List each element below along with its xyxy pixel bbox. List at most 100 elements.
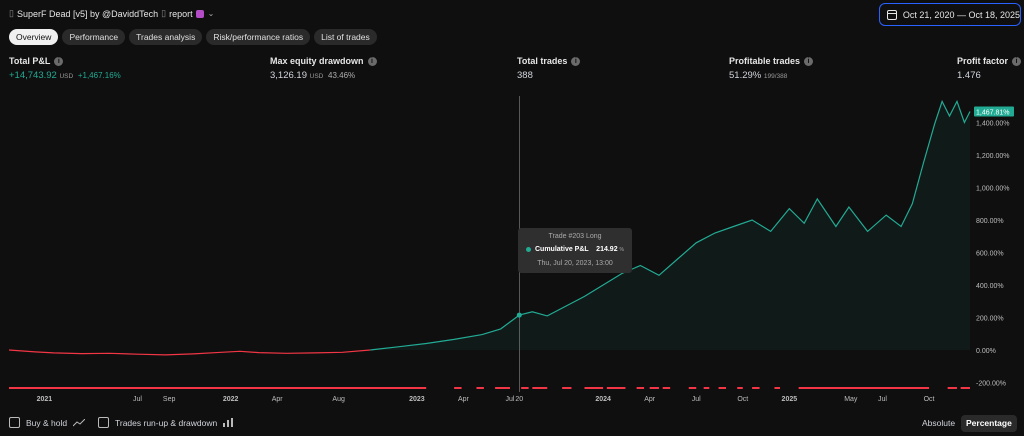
tab-list-of-trades[interactable]: List of trades — [314, 29, 377, 45]
y-tick-label: 600.00% — [976, 251, 1004, 258]
y-tick-label: 800.00% — [976, 218, 1004, 225]
y-tick-label: 1,000.00% — [976, 186, 1009, 193]
buy-hold-toggle[interactable]: Buy & hold — [9, 417, 86, 428]
metric-total-trades: Total trades i 388 — [517, 56, 581, 81]
drawdown-segment — [649, 387, 659, 389]
metric-label: Total trades — [517, 56, 568, 66]
y-tick-label: -200.00% — [976, 381, 1006, 388]
tab-performance[interactable]: Performance — [62, 29, 126, 45]
metric-label: Profit factor — [957, 56, 1009, 66]
drawdown-segment — [774, 387, 781, 389]
metric-max-drawdown: Max equity drawdown i 3,126.19 USD 43.46% — [270, 56, 377, 81]
tooltip-date: Thu, Jul 20, 2023, 13:00 — [537, 260, 613, 267]
metric-unit: USD — [309, 73, 324, 80]
drawdown-segment — [454, 387, 462, 389]
info-icon[interactable]: i — [54, 56, 64, 66]
x-tick-label: Sep — [163, 396, 176, 403]
runup-drawdown-label: Trades run-up & drawdown — [115, 417, 218, 428]
date-range-button[interactable]: Oct 21, 2020 — Oct 18, 2025 — [879, 3, 1021, 26]
y-tick-label: 200.00% — [976, 316, 1004, 323]
date-range-label: Oct 21, 2020 — Oct 18, 2025 — [902, 9, 1020, 20]
info-icon[interactable]: i — [804, 56, 814, 66]
metric-value: +14,743.92 — [9, 70, 57, 81]
drawdown-segment — [688, 387, 697, 389]
drawdown-segment — [9, 387, 427, 389]
x-tick-label: 20 — [515, 396, 523, 403]
buy-hold-checkbox[interactable] — [9, 417, 20, 428]
chart-footer: Buy & hold Trades run-up & drawdown Abso… — [0, 412, 1024, 436]
drawdown-segment — [606, 387, 626, 389]
percentage-toggle[interactable]: Percentage — [961, 415, 1017, 432]
equity-line-negative — [8, 349, 371, 356]
metric-percent: +1,467.16% — [77, 71, 121, 80]
x-tick-label: 2025 — [782, 396, 798, 403]
info-icon[interactable]: i — [1012, 56, 1022, 66]
report-label: report — [169, 8, 193, 19]
y-tick-label: 1,200.00% — [976, 153, 1009, 160]
runup-drawdown-checkbox[interactable] — [98, 417, 109, 428]
drawdown-segment — [960, 387, 970, 389]
x-tick-label: 2023 — [409, 396, 425, 403]
tooltip-series: Cumulative P&L — [535, 246, 589, 253]
tooltip-value: 214.92 — [596, 246, 618, 253]
x-tick-label: Apr — [644, 396, 656, 403]
metric-total-pnl: Total P&L i +14,743.92 USD +1,467.16% — [9, 56, 121, 81]
chart-tooltip: Trade #203 Long Cumulative P&L 214.92 % … — [518, 228, 632, 273]
report-header: ▯ SuperF Dead [v5] by @DaviddTech ▯ repo… — [0, 0, 1024, 28]
x-tick-label: Apr — [272, 396, 284, 403]
x-tick-label: 2021 — [37, 396, 53, 403]
drawdown-segment — [584, 387, 604, 389]
strategy-icon: ▯ — [161, 8, 167, 18]
drawdown-segment — [562, 387, 572, 389]
drawdown-segment — [532, 387, 548, 389]
line-chart-icon — [73, 418, 86, 426]
last-value-badge — [974, 106, 1014, 117]
metric-value: 51.29% — [729, 70, 762, 81]
absolute-toggle[interactable]: Absolute — [922, 418, 956, 428]
drawdown-segment — [636, 387, 645, 389]
drawdown-segment — [521, 387, 529, 389]
x-tick-label: May — [844, 396, 858, 403]
drawdown-segment — [495, 387, 510, 389]
drawdown-segment — [476, 387, 484, 389]
x-tick-label: Jul — [133, 396, 142, 403]
metric-profitable-trades: Profitable trades i 51.29% 199/388 — [729, 56, 814, 81]
x-tick-label: Oct — [924, 396, 935, 403]
runup-drawdown-toggle[interactable]: Trades run-up & drawdown — [98, 417, 234, 428]
x-tick-label: Jul — [692, 396, 701, 403]
drawdown-segment — [662, 387, 671, 389]
y-tick-label: 1,400.00% — [976, 121, 1009, 128]
drawdown-segment — [752, 387, 760, 389]
info-icon[interactable]: i — [367, 56, 377, 66]
bar-chart-icon — [223, 418, 234, 427]
metric-unit: USD — [59, 73, 74, 80]
metric-value: 388 — [517, 70, 533, 81]
drawdown-segment — [798, 387, 930, 389]
metric-profit-factor: Profit factor i 1.476 — [957, 56, 1022, 81]
drawdown-segment — [737, 387, 743, 389]
x-tick-label: 2022 — [223, 396, 239, 403]
strategy-name: SuperF Dead [v5] by @DaviddTech — [16, 8, 159, 19]
x-tick-label: Jul — [506, 396, 515, 403]
x-tick-label: Oct — [737, 396, 748, 403]
x-tick-label: Aug — [332, 396, 345, 403]
tooltip-title: Trade #203 Long — [548, 233, 602, 240]
last-value-label: 1,467.81% — [976, 109, 1009, 116]
metric-label: Max equity drawdown — [270, 56, 364, 66]
report-emoji-icon — [195, 9, 204, 18]
x-tick-label: Apr — [458, 396, 470, 403]
metric-detail: 199/388 — [763, 73, 788, 80]
y-tick-label: 0.00% — [976, 348, 996, 355]
tab-trades-analysis[interactable]: Trades analysis — [129, 29, 203, 45]
series-dot-icon — [526, 247, 531, 252]
drawdown-segment — [703, 387, 710, 389]
report-tabs: Overview Performance Trades analysis Ris… — [9, 29, 377, 45]
chevron-down-icon[interactable]: ⌄ — [207, 9, 215, 18]
tab-risk-performance-ratios[interactable]: Risk/performance ratios — [206, 29, 311, 45]
equity-chart[interactable]: 1,400.00% 1,200.00% 1,000.00% 800.00% 600.00… — [0, 90, 1024, 412]
crosshair-dot — [516, 312, 522, 318]
metric-value: 3,126.19 — [270, 70, 307, 81]
tab-overview[interactable]: Overview — [9, 29, 59, 45]
info-icon[interactable]: i — [571, 56, 581, 66]
strategy-title[interactable]: ▯ SuperF Dead [v5] by @DaviddTech ▯ repo… — [9, 8, 214, 19]
